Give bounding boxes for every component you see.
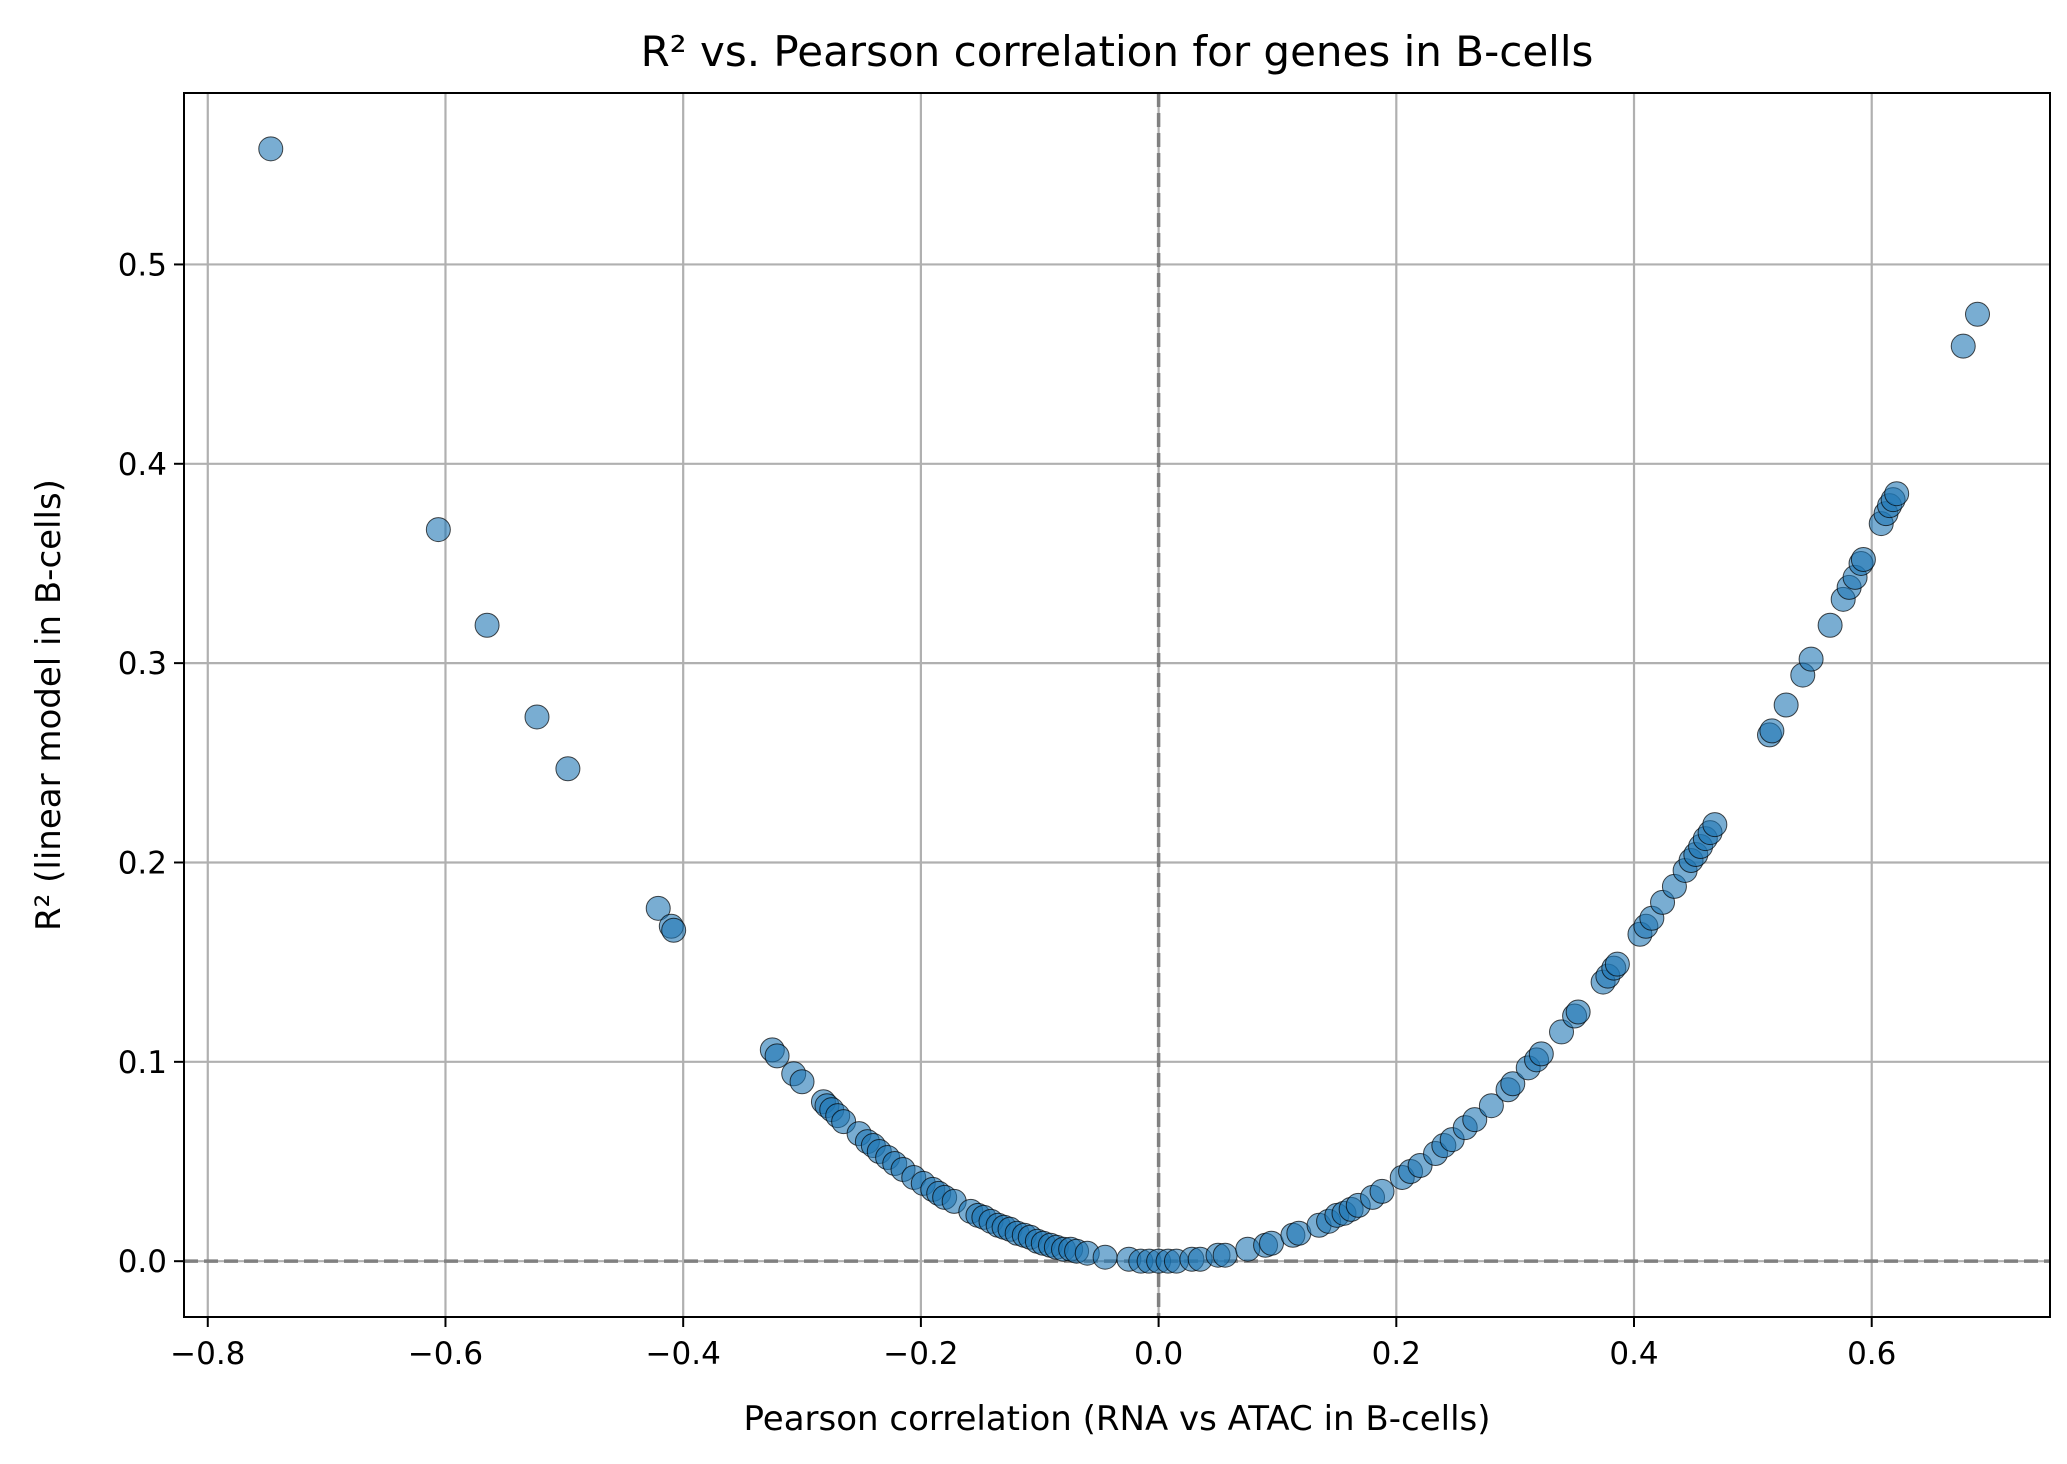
data-point — [1773, 692, 1799, 718]
y-tick-label: 0.5 — [118, 247, 167, 283]
x-tick-label: 0.0 — [1134, 1336, 1183, 1372]
x-tick-label: −0.2 — [883, 1336, 958, 1372]
data-point — [661, 917, 687, 943]
data-point — [645, 895, 671, 921]
data-point — [555, 756, 581, 782]
x-tick-label: −0.4 — [646, 1336, 721, 1372]
data-point — [1798, 646, 1824, 672]
grid-lines — [184, 93, 2050, 1317]
y-tick-label: 0.4 — [118, 447, 167, 483]
data-point — [1817, 612, 1843, 638]
data-point — [1259, 1230, 1285, 1256]
x-tick-label: −0.8 — [170, 1336, 245, 1372]
y-tick-label: 0.1 — [118, 1045, 167, 1081]
data-point — [1702, 812, 1728, 838]
y-tick-label: 0.2 — [118, 845, 167, 881]
data-point — [425, 517, 451, 543]
reference-lines — [184, 93, 2050, 1317]
data-point — [764, 1043, 790, 1069]
data-point — [1884, 481, 1910, 507]
y-tick-label: 0.0 — [118, 1244, 167, 1280]
data-point — [524, 704, 550, 730]
x-tick-label: 0.2 — [1372, 1336, 1421, 1372]
data-point — [1604, 951, 1630, 977]
y-tick-label: 0.3 — [118, 646, 167, 682]
data-point — [1092, 1244, 1118, 1270]
data-point — [1528, 1041, 1554, 1067]
data-point — [1759, 718, 1785, 744]
data-point — [1500, 1071, 1526, 1097]
data-points — [258, 136, 1990, 1274]
data-point — [1462, 1107, 1488, 1133]
x-tick-label: 0.6 — [1847, 1336, 1896, 1372]
plot-frame — [183, 92, 2051, 1318]
data-point — [1478, 1093, 1504, 1119]
chart-title: R² vs. Pearson correlation for genes in … — [641, 27, 1594, 76]
x-tick-label: −0.6 — [408, 1336, 483, 1372]
data-point — [789, 1069, 815, 1095]
data-point — [1964, 301, 1990, 327]
x-tick-label: 0.4 — [1609, 1336, 1658, 1372]
y-axis-ticks: 0.0 0.1 0.2 0.3 0.4 0.5 — [118, 247, 184, 1280]
data-point — [1950, 333, 1976, 359]
x-axis-ticks: −0.8 −0.6 −0.4 −0.2 0.0 0.2 0.4 0.6 — [170, 1317, 1896, 1372]
data-point — [1369, 1178, 1395, 1204]
data-point — [1565, 999, 1591, 1025]
data-point — [474, 612, 500, 638]
data-point — [258, 136, 284, 162]
x-axis-label: Pearson correlation (RNA vs ATAC in B-ce… — [743, 1399, 1490, 1439]
data-point — [1850, 546, 1876, 572]
y-axis-label: R² (linear model in B-cells) — [29, 479, 69, 931]
data-point — [1212, 1242, 1238, 1268]
